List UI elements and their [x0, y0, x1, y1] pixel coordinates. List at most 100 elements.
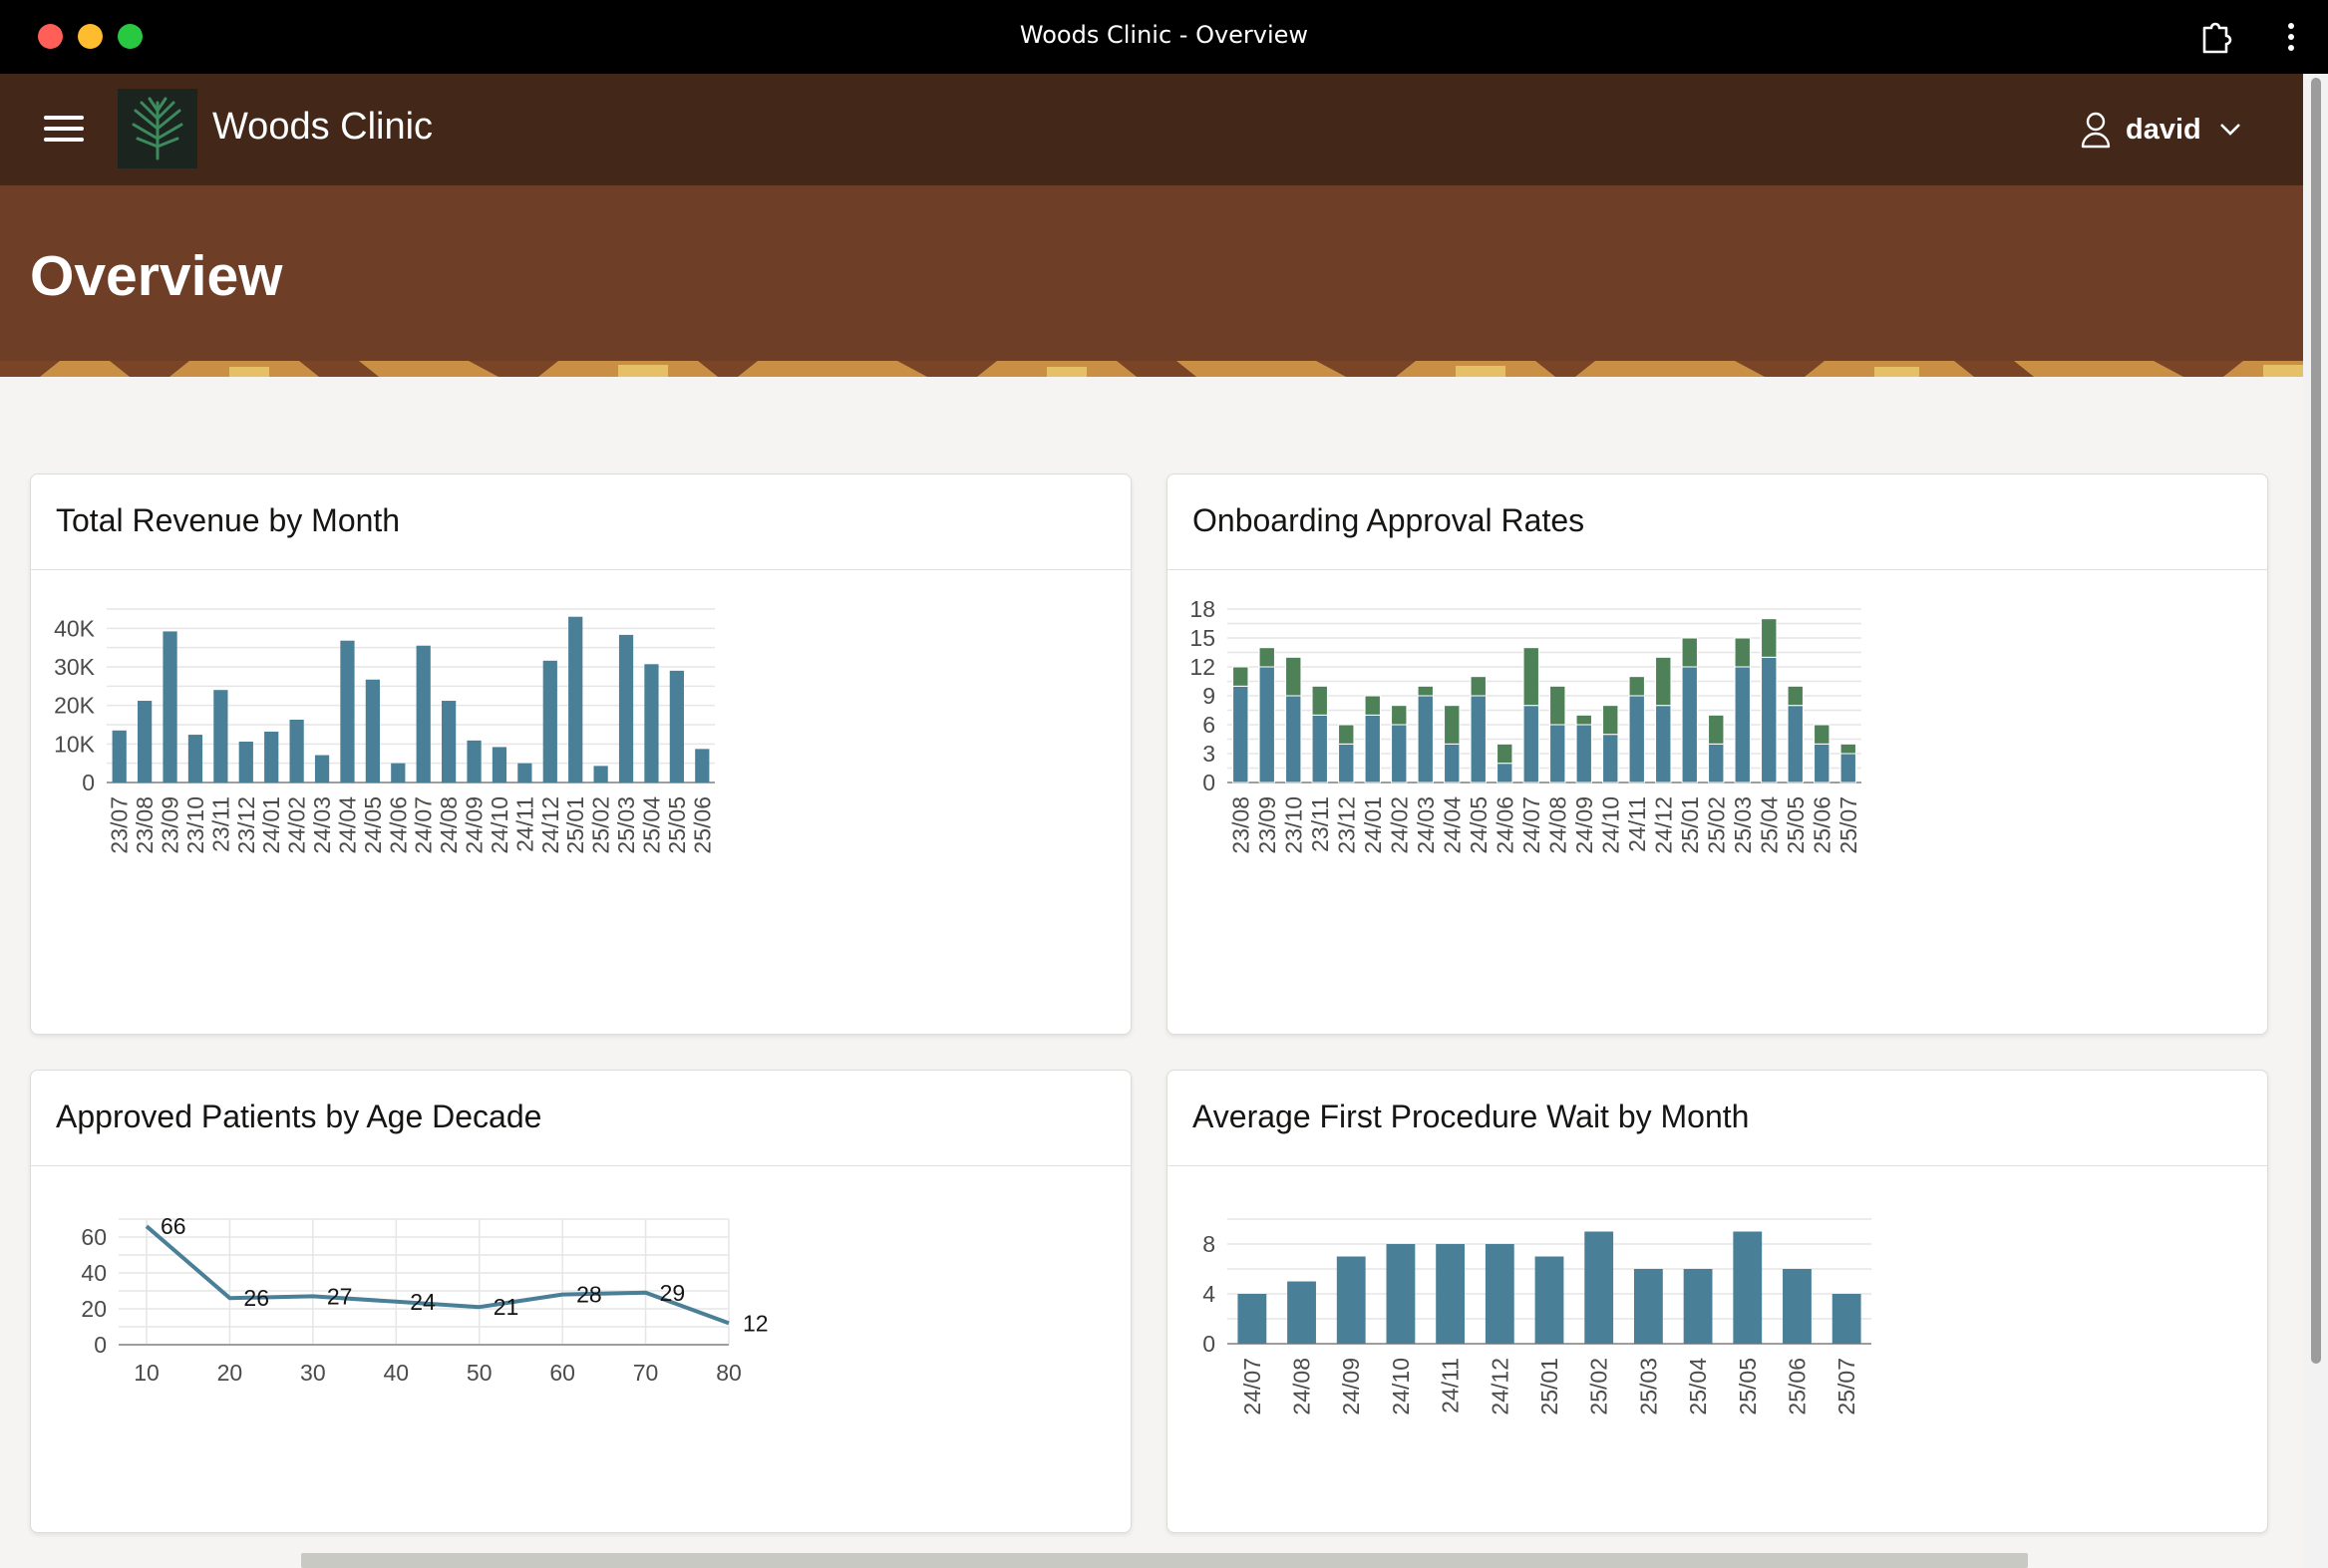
y-tick-label: 20K	[54, 693, 96, 719]
x-tick-label: 25/04	[1685, 1358, 1711, 1415]
menu-icon[interactable]	[44, 116, 84, 144]
procedure-wait-card-title: Average First Procedure Wait by Month	[1192, 1098, 1750, 1134]
data-label: 26	[243, 1285, 269, 1311]
bar	[492, 747, 507, 783]
app-name[interactable]: Woods Clinic	[212, 106, 434, 148]
chevron-down-icon	[2219, 124, 2240, 136]
vertical-scrollbar-thumb[interactable]	[2311, 78, 2321, 1364]
bar-segment	[1787, 685, 1804, 707]
x-tick-label: 24/09	[462, 796, 488, 854]
bar	[1584, 1231, 1614, 1344]
bar	[264, 731, 279, 783]
bar	[1258, 666, 1275, 784]
x-tick-label: 40	[383, 1360, 409, 1386]
revenue-card: Total Revenue by Month 0 10K 20K 30K 40K 23/0…	[30, 473, 1132, 1035]
y-tick-label: 9	[1202, 683, 1215, 709]
approval-rates-card-header: Onboarding Approval Rates	[1167, 474, 2267, 570]
y-tick-label: 18	[1189, 596, 1215, 622]
x-tick-label: 24/12	[1650, 796, 1676, 854]
bar	[314, 755, 330, 783]
bar	[1338, 743, 1355, 784]
y-tick-label: 6	[1202, 712, 1215, 738]
data-label: 24	[410, 1289, 436, 1315]
x-tick-label: 70	[633, 1360, 659, 1386]
window-titlebar: Woods Clinic - Overview	[0, 0, 2328, 74]
bar	[1336, 1256, 1366, 1344]
app-header: Woods Clinic david	[0, 74, 2303, 185]
bar-segment	[1364, 695, 1381, 716]
x-tick-label: 24/10	[1388, 1358, 1414, 1415]
bar	[1602, 734, 1619, 784]
decorative-pattern	[0, 361, 2303, 377]
x-tick-label: 23/10	[1280, 796, 1306, 854]
bar	[1655, 705, 1672, 784]
y-tick-label: 8	[1202, 1231, 1215, 1257]
data-label: 28	[576, 1282, 602, 1308]
x-tick-label: 25/06	[1809, 796, 1834, 854]
minimize-window-button[interactable]	[78, 24, 103, 49]
bar	[1733, 1231, 1763, 1344]
bar	[1386, 1244, 1416, 1344]
bar-segment	[1734, 637, 1751, 668]
more-options-icon[interactable]	[2283, 18, 2299, 56]
bar-segment	[1655, 656, 1672, 707]
x-tick-label: 23/09	[1254, 796, 1280, 854]
x-tick-label: 25/05	[1735, 1358, 1761, 1415]
x-tick-label: 24/02	[284, 796, 310, 854]
x-tick-label: 25/03	[1635, 1358, 1661, 1415]
bar	[112, 730, 127, 783]
x-tick-label: 24/04	[1439, 796, 1465, 854]
x-tick-label: 25/02	[588, 796, 614, 854]
x-tick-label: 24/05	[360, 796, 386, 854]
bar	[1285, 695, 1302, 784]
bar	[340, 640, 355, 783]
bar	[669, 670, 684, 783]
x-tick-label: 25/02	[1703, 796, 1729, 854]
horizontal-scrollbar-thumb[interactable]	[301, 1553, 2028, 1568]
data-label: 27	[327, 1283, 353, 1309]
data-label: 12	[743, 1310, 769, 1336]
clinic-logo[interactable]	[118, 89, 197, 168]
age-decade-chart: 0 20 40 60 10 20 30 40 50 60 70 80 66 26 27 24 21 28 29 12	[81, 1213, 769, 1386]
bar	[1311, 714, 1328, 784]
procedure-wait-card: Average First Procedure Wait by Month 0 4…	[1166, 1070, 2268, 1533]
user-menu[interactable]: david	[2080, 108, 2241, 152]
x-tick-label: 30	[300, 1360, 326, 1386]
bar	[416, 645, 431, 783]
extensions-icon[interactable]	[2196, 18, 2234, 56]
y-tick-label: 10K	[54, 731, 96, 757]
x-tick-label: 24/01	[258, 796, 284, 854]
x-tick-label: 25/01	[1677, 796, 1703, 854]
x-tick-label: 24/05	[1466, 796, 1492, 854]
x-tick-label: 25/01	[1536, 1358, 1562, 1415]
bar	[1497, 763, 1513, 784]
x-tick-label: 60	[549, 1360, 575, 1386]
bar	[1628, 695, 1645, 784]
bar	[1575, 724, 1592, 784]
x-tick-label: 24/08	[1544, 796, 1570, 854]
approval-rates-chart: 0 3 6 9 12 15 18 23/08 23/09 23/10 23/11 23/12 24/01…	[1189, 596, 1861, 854]
x-tick-label: 24/08	[1289, 1358, 1315, 1415]
bar	[695, 749, 710, 783]
bar	[1708, 743, 1725, 784]
zoom-window-button[interactable]	[118, 24, 143, 49]
bar-segment	[1575, 714, 1592, 726]
x-tick-label: 24/09	[1338, 1358, 1364, 1415]
x-tick-label: 24/03	[309, 796, 335, 854]
bar	[442, 701, 457, 783]
x-tick-label: 25/03	[1730, 796, 1756, 854]
y-tick-label: 0	[1202, 770, 1215, 795]
x-tick-label: 25/06	[1784, 1358, 1810, 1415]
x-tick-label: 25/04	[1756, 796, 1782, 854]
close-window-button[interactable]	[38, 24, 63, 49]
x-tick-label: 23/11	[1307, 796, 1333, 852]
x-tick-label: 25/07	[1835, 796, 1861, 854]
y-tick-label: 20	[81, 1296, 107, 1322]
x-tick-label: 23/11	[207, 796, 233, 852]
bar	[1534, 1256, 1564, 1344]
bar	[238, 742, 253, 783]
y-tick-label: 0	[82, 770, 95, 795]
window-title: Woods Clinic - Overview	[1019, 21, 1309, 49]
x-tick-label: 24/12	[537, 796, 563, 854]
procedure-wait-card-header: Average First Procedure Wait by Month	[1167, 1071, 2267, 1166]
